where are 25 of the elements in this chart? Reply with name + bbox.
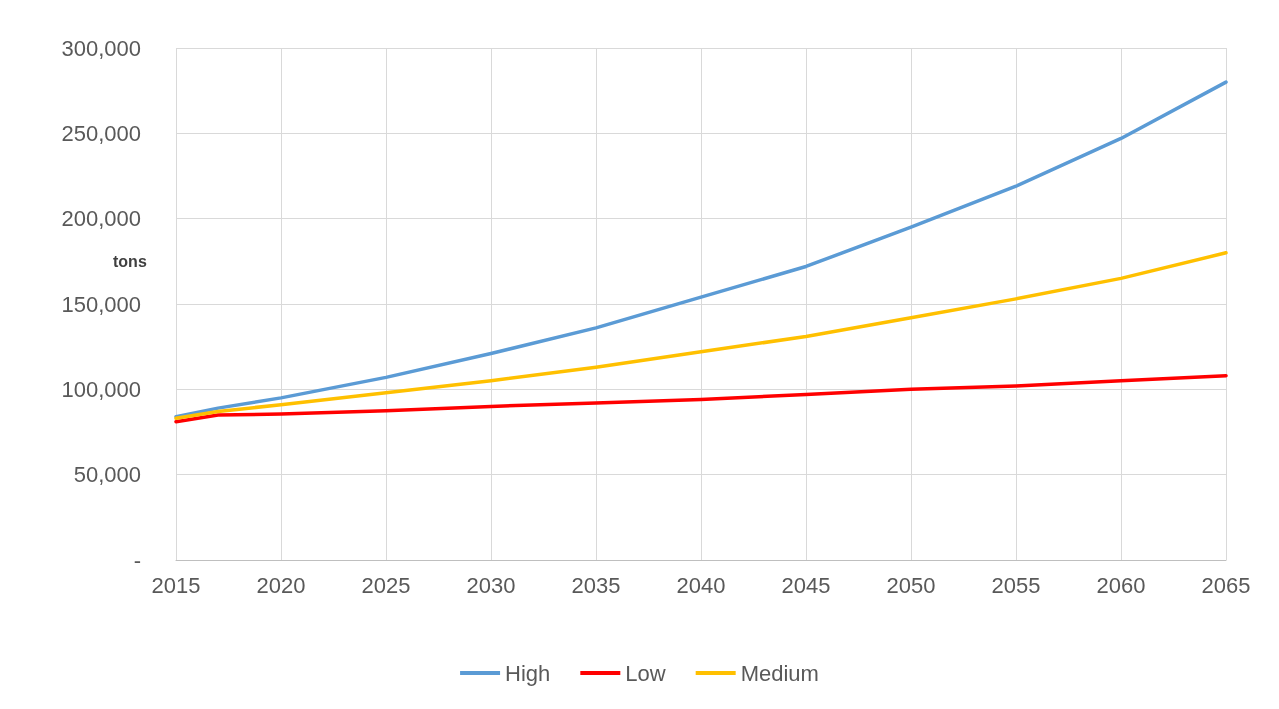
y-tick-label: 100,000 <box>61 376 141 402</box>
line-series <box>174 80 1228 419</box>
y-tick-label: - <box>133 547 141 573</box>
legend-label: Low <box>625 660 666 686</box>
x-tick-label: 2050 <box>886 572 936 598</box>
x-tick-label: 2020 <box>256 572 306 598</box>
line-series <box>174 251 1228 421</box>
y-tick-label: 50,000 <box>73 462 141 488</box>
x-tick-label: 2030 <box>466 572 516 598</box>
x-tick-label: 2065 <box>1201 572 1251 598</box>
x-tick-label: 2015 <box>151 572 201 598</box>
y-tick-label: 250,000 <box>61 120 141 146</box>
legend-label: High <box>505 660 551 686</box>
y-tick-label: 150,000 <box>61 291 141 317</box>
x-tick-label: 2055 <box>991 572 1041 598</box>
y-tick-label: 200,000 <box>61 206 141 232</box>
x-tick-label: 2040 <box>676 572 726 598</box>
x-tick-label: 2025 <box>361 572 411 598</box>
x-tick-label: 2035 <box>571 572 621 598</box>
line-series <box>174 373 1228 424</box>
y-tick-label: 300,000 <box>61 35 141 61</box>
legend-label: Medium <box>740 660 819 686</box>
x-tick-label: 2045 <box>781 572 831 598</box>
y-axis-title: tons <box>113 253 147 270</box>
x-tick-label: 2060 <box>1096 572 1146 598</box>
